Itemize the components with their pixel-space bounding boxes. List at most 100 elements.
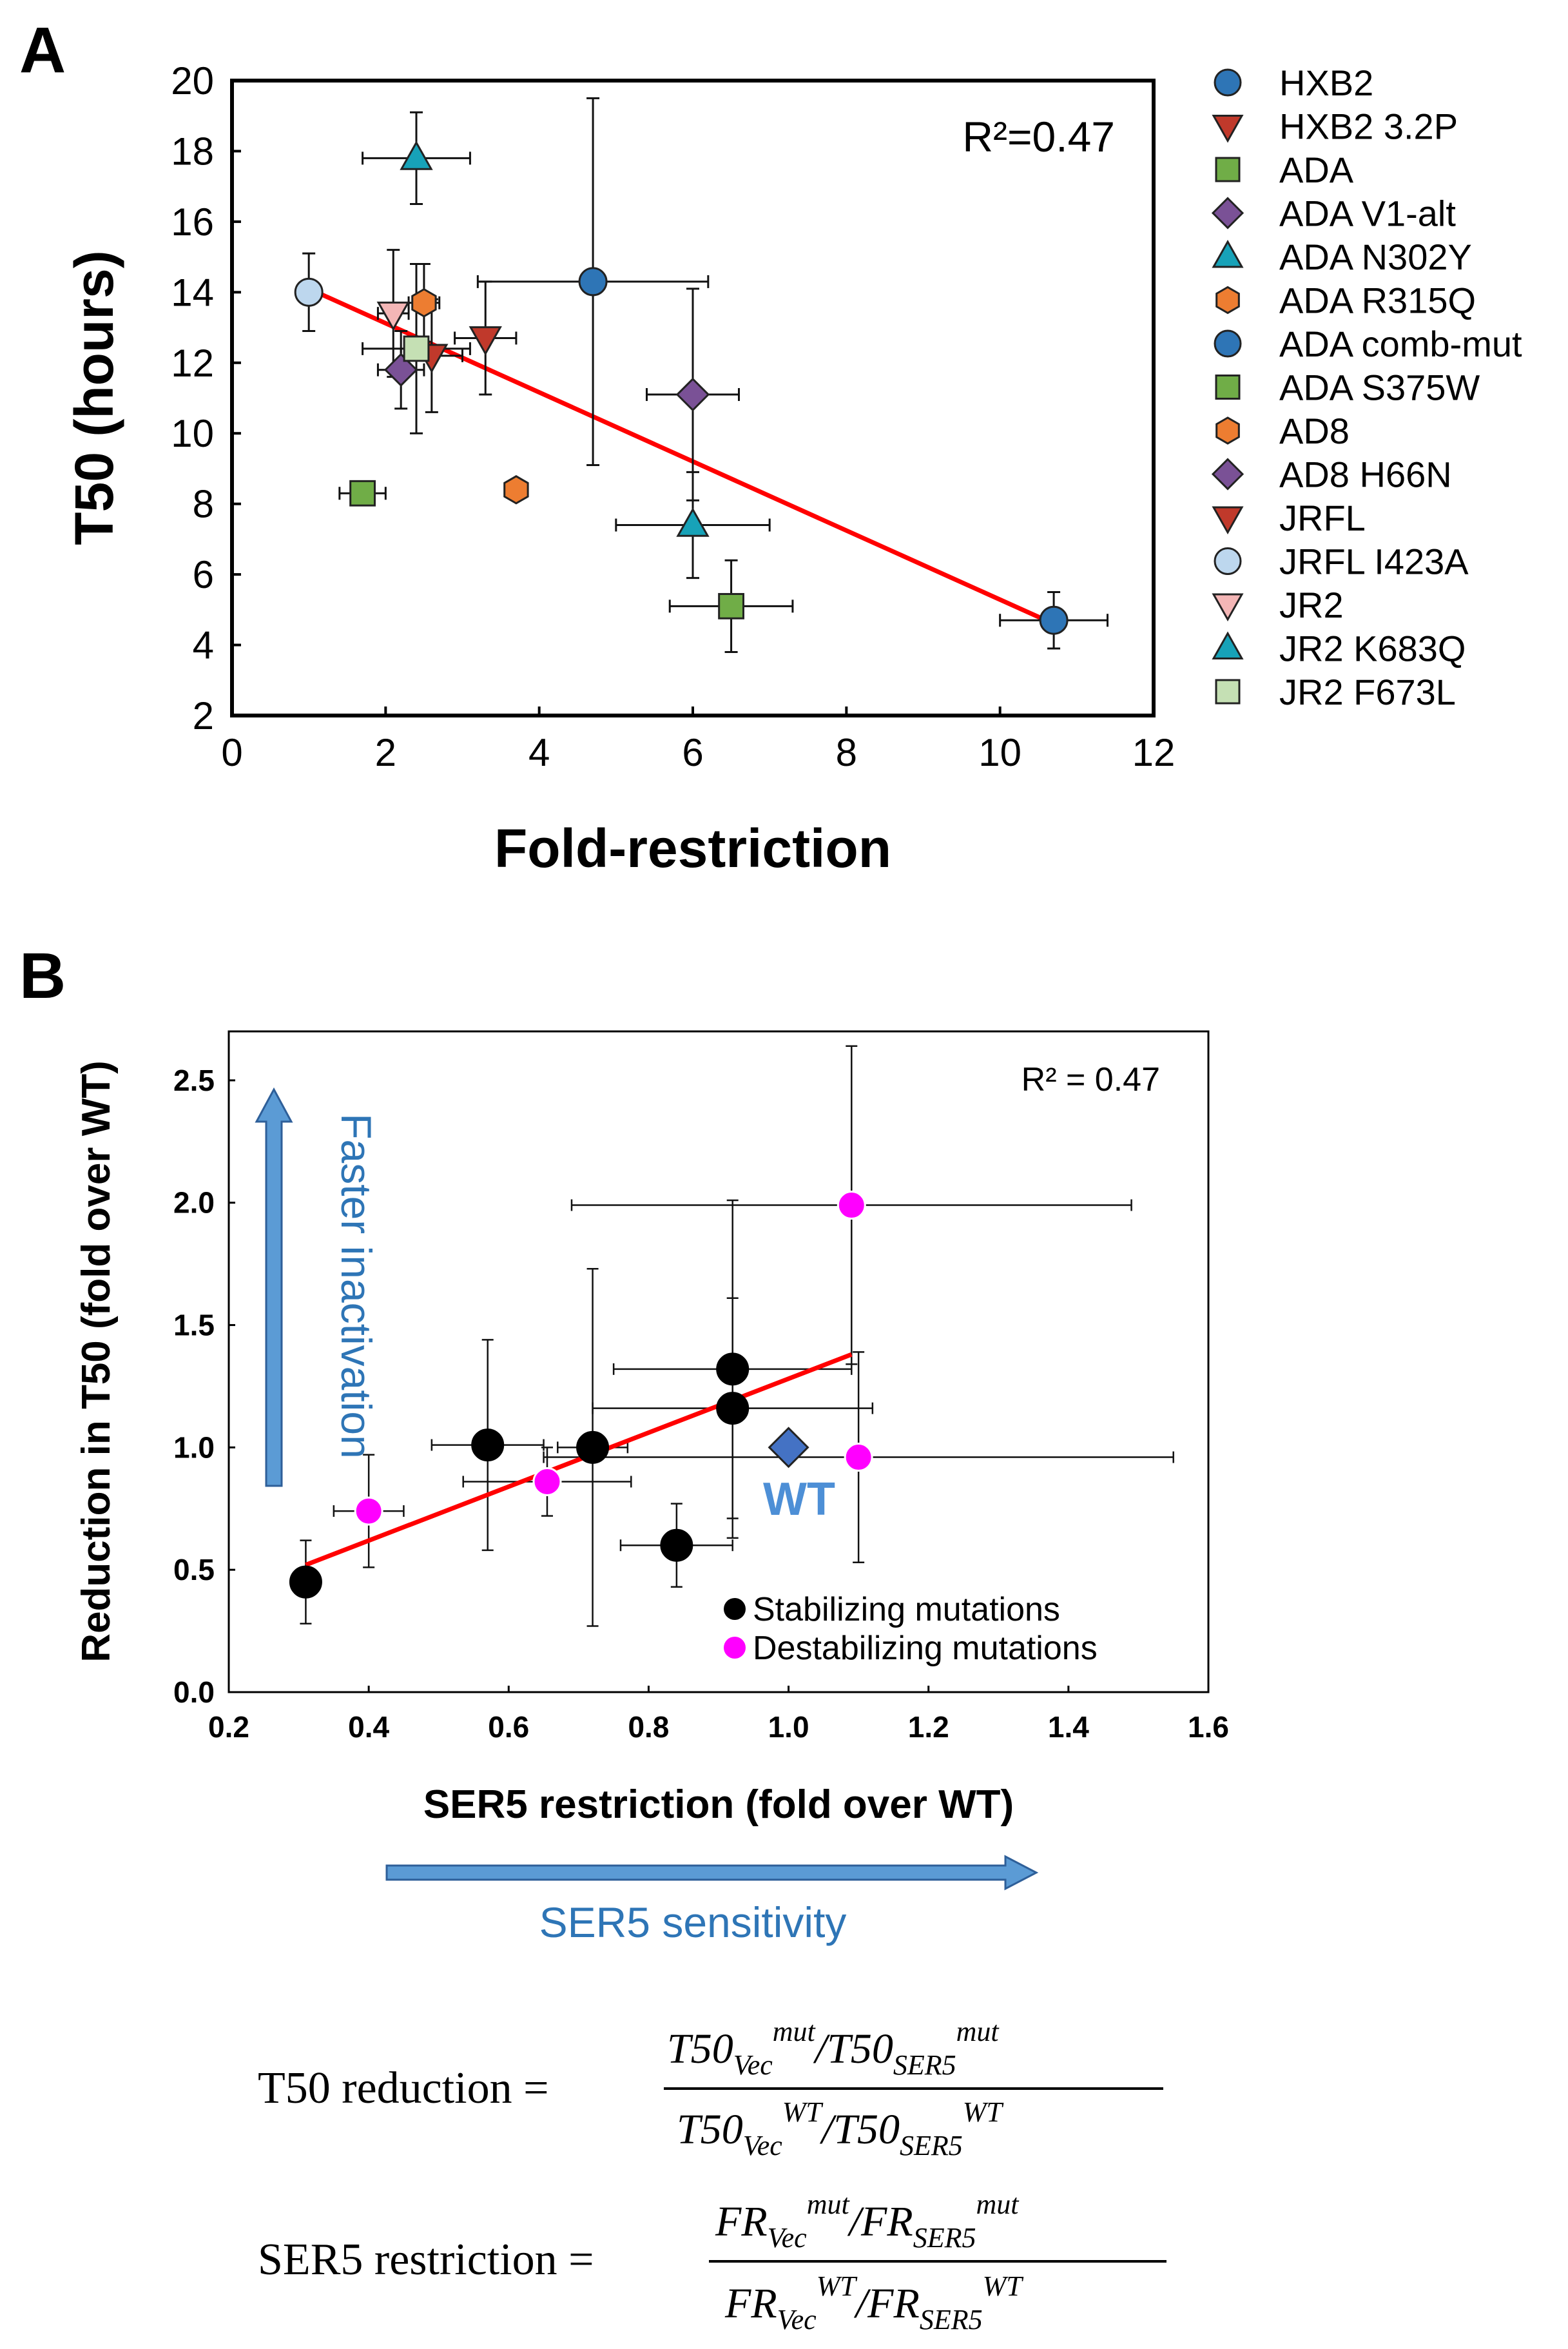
data-point [844,1443,873,1472]
y-tick-label: 0.5 [173,1553,215,1586]
data-point [676,507,710,537]
chart-a-ylabel: T50 (hours) [64,250,124,545]
data-point [469,326,502,356]
legend-label: JR2 K683Q [1279,629,1466,669]
data-point [837,1191,866,1220]
chart-b-fit [305,1352,853,1567]
data-point [1039,605,1069,635]
legend-label: JRFL I423A [1279,541,1469,582]
data-point [354,1496,383,1526]
legend-marker [1214,329,1242,358]
data-point [400,141,433,170]
chart-b-axes: 0.2 0.4 0.6 0.8 1.0 1.2 1.4 1.6 0.0 0.5 1.0 1.5 2.0 2… [173,1064,1229,1744]
x-tick-label: 1.2 [908,1710,949,1744]
legend-marker [1215,286,1240,315]
x-tick-label: 6 [682,731,703,774]
legend-marker [1212,631,1244,659]
ser5-sensitivity-label: SER5 sensitivity [539,1898,847,1946]
data-point [716,1352,750,1386]
legend-marker [1211,458,1244,491]
legend-label: ADA R315Q [1279,280,1476,321]
chart-b: 0.2 0.4 0.6 0.8 1.0 1.2 1.4 1.6 0.0 0.5 1.0 1.5 2.0 2… [74,1030,1229,1946]
legend-marker [1211,197,1244,229]
svg-text:FRVecmut/FRSER5mut: FRVecmut/FRSER5mut [715,2188,1020,2254]
data-point [532,1467,562,1497]
t50-denominator: T50VecWT/T50SER5WT [677,2096,1004,2161]
data-point [289,1565,322,1599]
faster-inactivation-label: Faster inactivation [333,1113,380,1459]
legend-label: AD8 [1279,411,1350,451]
data-point [294,277,324,307]
legend-label: Stabilizing mutations [753,1591,1060,1628]
legend-label: ADA N302Y [1279,237,1472,277]
y-tick-label: 2 [193,694,214,737]
wt-point [768,1427,809,1468]
legend-label: ADA [1279,150,1354,190]
svg-text:T50Vecmut/T50SER5mut: T50Vecmut/T50SER5mut [667,2016,1000,2081]
x-tick-label: 1.4 [1048,1710,1089,1744]
x-tick-label: 4 [528,731,550,774]
data-point [576,1430,610,1464]
equations: T50 reduction = T50Vecmut/T50SER5mut T50… [258,2016,1166,2335]
legend-marker [1212,593,1244,622]
legend-marker [1215,375,1241,400]
chart-b-xlabel: SER5 restriction (fold over WT) [423,1782,1014,1827]
x-tick-label: 0.6 [488,1710,529,1744]
fit-line [305,1352,853,1567]
x-tick-label: 12 [1132,731,1176,774]
y-tick-label: 1.5 [173,1309,215,1342]
data-point [349,480,376,507]
faster-inactivation-arrow: Faster inactivation [255,1087,380,1487]
legend-label: JRFL [1279,498,1366,538]
legend-marker [1214,547,1242,575]
x-tick-label: 10 [978,731,1021,774]
legend-label: JR2 [1279,585,1344,625]
legend-label: AD8 H66N [1279,454,1452,495]
y-tick-label: 0.0 [173,1675,215,1709]
ser5-numerator: FRVecmut/FRSER5mut [715,2188,1020,2254]
y-tick-label: 4 [193,624,214,667]
x-tick-label: 0.8 [628,1710,669,1744]
x-tick-label: 0 [221,731,242,774]
data-point [383,353,418,387]
legend-marker [1215,416,1240,445]
legend-marker [1212,506,1244,535]
legend-label: Destabilizing mutations [753,1630,1098,1667]
ser5-denominator: FRVecWT/FRSER5WT [724,2270,1024,2335]
svg-text:T50VecWT/T50SER5WT: T50VecWT/T50SER5WT [677,2096,1004,2161]
data-point [471,1428,505,1462]
chart-b-annotation: R² = 0.47 [1021,1061,1160,1098]
y-tick-label: 1.0 [173,1430,215,1464]
wt-label: WT [763,1474,835,1525]
y-tick-label: 6 [193,553,214,596]
t50-numerator: T50Vecmut/T50SER5mut [667,2016,1000,2081]
chart-b-points [289,1191,873,1599]
y-tick-label: 14 [171,271,214,314]
svg-text:FRVecWT/FRSER5WT: FRVecWT/FRSER5WT [724,2270,1024,2335]
legend-label: ADA comb-mut [1279,324,1522,364]
data-point [718,592,744,619]
legend-marker [1215,157,1241,182]
data-point [578,267,608,297]
legend-marker [1215,679,1241,705]
data-point [411,288,437,318]
data-point [376,301,410,331]
chart-a-annotation: R²=0.47 [962,113,1115,161]
y-tick-label: 2.0 [173,1186,215,1220]
panel-a-label: A [19,14,66,86]
x-tick-label: 1.0 [768,1710,809,1744]
chart-b-ylabel: Reduction in T50 (fold over WT) [74,1060,119,1662]
data-point [403,335,430,362]
data-point [716,1392,750,1425]
x-tick-label: 1.6 [1188,1710,1229,1744]
y-tick-label: 2.5 [173,1064,215,1097]
data-point [675,377,710,412]
legend-marker [1212,239,1244,268]
data-point [660,1528,693,1562]
legend-label: JR2 F673L [1279,672,1456,712]
